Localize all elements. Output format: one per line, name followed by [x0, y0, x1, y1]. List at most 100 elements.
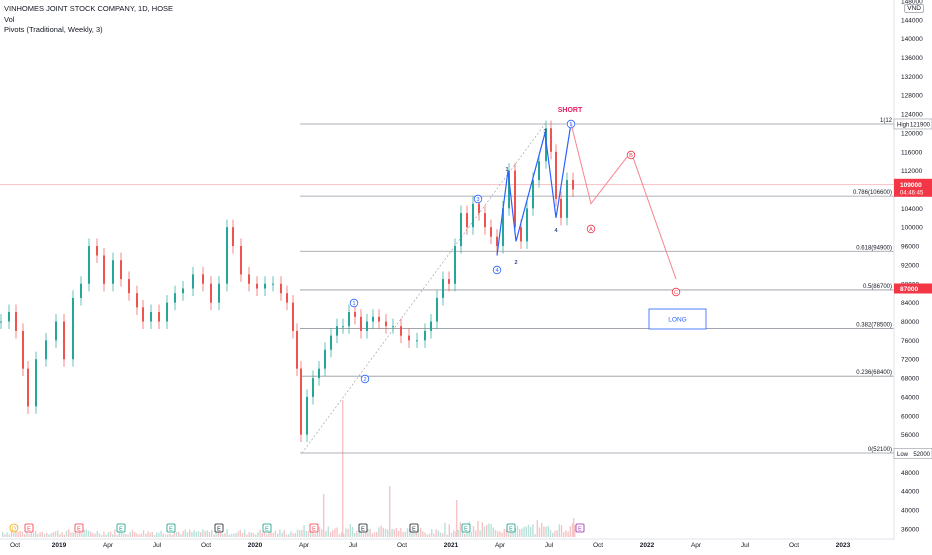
- time-tick-label: Jul: [741, 542, 750, 549]
- candle-body: [88, 246, 90, 284]
- time-axis[interactable]: Oct 2019 Apr Jul Oct 2020 Apr Jul Oct 2021 Apr Jul O…: [0, 538, 894, 549]
- volume-bar: [450, 532, 453, 537]
- pivots-legend[interactable]: Pivots (Traditional, Weekly, 3): [4, 25, 103, 34]
- volume-bar: [19, 530, 21, 537]
- wave-circle-4-label: 4: [495, 268, 498, 274]
- current-price-value: 109000: [900, 182, 922, 189]
- volume-bar: [90, 531, 92, 537]
- volume-bar: [8, 534, 10, 537]
- volume-bar: [329, 531, 332, 537]
- volume-bar: [494, 530, 497, 537]
- volume-bars: [2, 400, 576, 537]
- volume-bar: [378, 527, 380, 537]
- symbol-title[interactable]: VINHOMES JOINT STOCK COMPANY, 1D, HOSE: [4, 4, 174, 13]
- volume-bar: [536, 520, 538, 537]
- volume-bar: [184, 529, 186, 537]
- event-marker-label: E: [77, 527, 81, 533]
- volume-bar: [422, 531, 424, 537]
- volume-legend[interactable]: Vol: [4, 14, 15, 24]
- time-tick-label: 2020: [248, 542, 263, 549]
- candle-body: [472, 203, 474, 228]
- volume-bar: [270, 531, 272, 537]
- volume-bar: [351, 527, 354, 537]
- price-tick-label: 92000: [901, 262, 919, 269]
- volume-bar: [41, 531, 43, 537]
- candle-body: [27, 368, 29, 407]
- volume-bar: [215, 532, 217, 537]
- volume-bar: [52, 532, 54, 537]
- fib-level-label: 0.382(78500): [856, 323, 892, 329]
- time-tick-label: Oct: [397, 542, 407, 549]
- fib-level-label: 0.236(68400): [856, 370, 892, 376]
- volume-bar: [505, 529, 508, 537]
- candle-body: [318, 368, 320, 379]
- volume-bar: [213, 534, 215, 537]
- price-tick-label: 76000: [901, 338, 919, 345]
- volume-bar: [552, 532, 554, 537]
- volume-bar: [241, 532, 244, 537]
- volume-bar: [358, 527, 360, 537]
- candle-body: [55, 321, 57, 341]
- volume-bar: [402, 531, 404, 537]
- event-marker-label: E: [169, 527, 173, 533]
- price-tick-label: 44000: [901, 489, 919, 496]
- volume-bar: [160, 530, 162, 537]
- volume-bar: [483, 526, 486, 537]
- volume-bar: [362, 533, 365, 537]
- volume-bar: [65, 530, 68, 537]
- volume-bar: [2, 532, 4, 537]
- volume-bar: [532, 524, 534, 537]
- volume-bar: [497, 531, 499, 537]
- volume-bar: [145, 534, 147, 537]
- volume-bar: [74, 532, 76, 537]
- volume-bar: [534, 534, 536, 537]
- price-tick-label: 96000: [901, 244, 919, 251]
- volume-bar: [477, 520, 479, 537]
- candle-body: [508, 170, 510, 209]
- volume-bar: [35, 530, 37, 537]
- low-price-tag-value: 52000: [913, 452, 930, 458]
- price-axis[interactable]: 36000 40000 44000 48000 52000 56000 60000 64000…: [893, 0, 932, 540]
- volume-bar: [516, 525, 519, 537]
- volume-bar: [442, 533, 444, 537]
- candle-body: [496, 236, 498, 247]
- candle-body: [45, 340, 47, 360]
- currency-button[interactable]: VND: [904, 4, 924, 13]
- volume-bar: [574, 525, 576, 537]
- volume-bar: [123, 533, 125, 537]
- earnings-event-marker: [461, 523, 471, 533]
- fib-retracement[interactable]: 1(12 0.786(106600) 0.618(94900) 0.5(86700) 0…: [0, 118, 894, 454]
- price-tick-label: 100000: [901, 225, 923, 232]
- volume-bar: [367, 528, 369, 537]
- candle-body: [336, 326, 338, 336]
- volume-bar: [296, 529, 299, 537]
- candle-body: [103, 255, 105, 284]
- volume-bar: [105, 534, 107, 537]
- volume-bar: [195, 531, 197, 537]
- volume-bar: [81, 533, 83, 537]
- volume-bar: [178, 531, 180, 537]
- volume-bar: [140, 533, 142, 537]
- candle-body: [240, 246, 242, 275]
- volume-bar: [116, 534, 118, 537]
- time-tick-label: Jul: [545, 542, 554, 549]
- price-tick-label: 84000: [901, 300, 919, 307]
- candle-body: [15, 312, 17, 331]
- earnings-event-marker: [116, 523, 126, 533]
- volume-bar: [107, 532, 109, 537]
- volume-bar: [50, 533, 52, 537]
- volume-bar: [521, 528, 523, 537]
- long-annotation: LONG: [668, 317, 686, 324]
- candle-body: [174, 293, 176, 303]
- volume-bar: [479, 530, 481, 537]
- wave-circle-c-label: C: [674, 290, 678, 296]
- price-tick-label: 136000: [901, 55, 923, 62]
- volume-bar: [118, 530, 120, 537]
- volume-bar: [54, 531, 57, 537]
- volume-bar: [255, 534, 257, 537]
- event-marker-label: E: [412, 527, 416, 533]
